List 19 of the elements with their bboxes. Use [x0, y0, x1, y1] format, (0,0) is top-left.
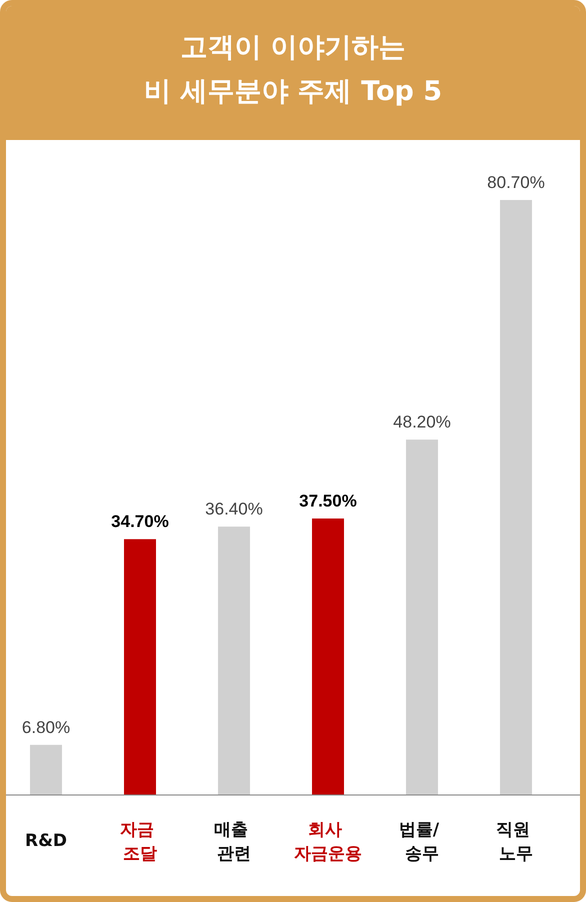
bar — [312, 518, 344, 795]
data-label: 80.70% — [487, 173, 545, 192]
chart-title: 고객이 이야기하는 비 세무분야 주제 Top 5 — [6, 6, 580, 140]
data-label: 34.70% — [111, 512, 169, 532]
x-tick-label: 매출 관련 — [214, 820, 254, 864]
x-tick-label: 자금 조달 — [120, 820, 160, 864]
bar — [30, 744, 62, 795]
data-label: 6.80% — [22, 718, 70, 737]
bar — [124, 539, 156, 795]
data-label: 36.40% — [205, 500, 263, 519]
bar — [500, 200, 532, 795]
data-label: 37.50% — [299, 492, 357, 511]
data-label: 48.20% — [393, 412, 451, 432]
bar — [218, 526, 250, 795]
x-tick-label: 직원 노무 — [496, 820, 536, 864]
x-tick-label: 법률/ 송무 — [398, 820, 446, 864]
bar — [406, 440, 438, 795]
x-tick-label: 회사 자금운용 — [294, 820, 362, 864]
x-tick-label: R&D — [24, 831, 68, 851]
